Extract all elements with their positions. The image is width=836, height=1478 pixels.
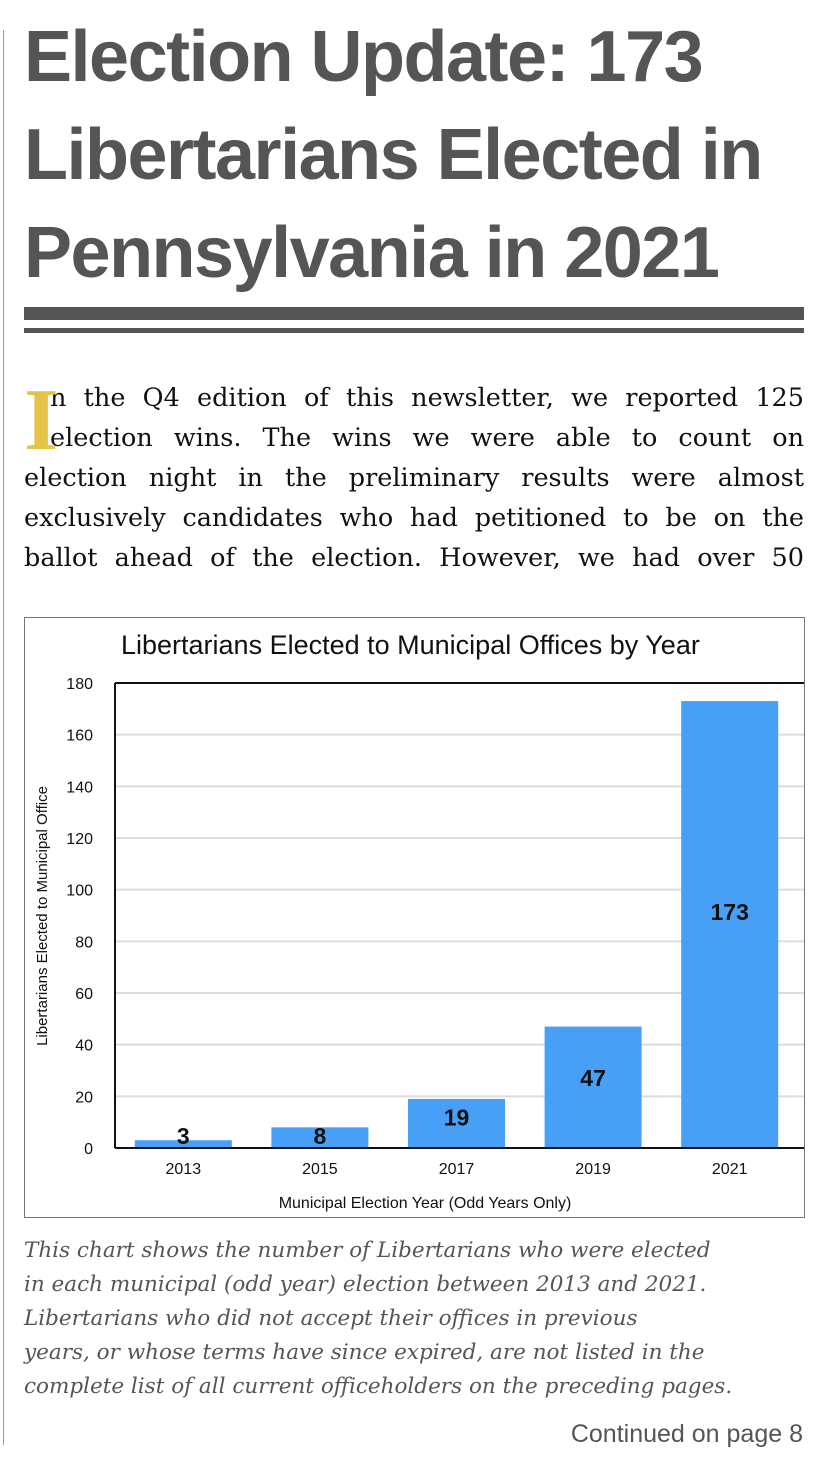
data-label: 19 <box>444 1104 470 1130</box>
caption-line: Libertarians who did not accept their of… <box>24 1306 638 1331</box>
x-tick-label: 2019 <box>575 1161 611 1178</box>
body-line: election wins. The wins we were able to … <box>50 423 804 453</box>
title-line: Pennsylvania in 2021 <box>24 213 720 293</box>
bar-chart: Libertarians Elected to Municipal Office… <box>24 617 806 1218</box>
data-label: 173 <box>711 899 749 925</box>
x-tick-label: 2017 <box>439 1161 475 1178</box>
x-axis-label: Municipal Election Year (Odd Years Only) <box>279 1195 572 1212</box>
caption-line: years, or whose terms have since expired… <box>24 1340 705 1365</box>
chart-title: Libertarians Elected to Municipal Office… <box>121 630 700 660</box>
title-divider-thin <box>24 328 804 333</box>
caption-line: This chart shows the number of Libertari… <box>24 1238 711 1263</box>
y-tick-label: 140 <box>66 779 93 796</box>
body-line: ballot ahead of the election. However, w… <box>24 543 804 573</box>
y-tick-label: 60 <box>75 986 93 1003</box>
y-tick-label: 20 <box>75 1089 93 1106</box>
y-tick-label: 100 <box>66 883 93 900</box>
caption-line: complete list of all current officeholde… <box>24 1374 733 1399</box>
caption-line: in each municipal (odd year) election be… <box>24 1272 707 1297</box>
title-divider-thick <box>24 307 804 320</box>
continued-link[interactable]: Continued on page 8 <box>570 1420 803 1448</box>
y-tick-label: 80 <box>75 934 93 951</box>
y-tick-label: 0 <box>84 1141 93 1158</box>
x-tick-label: 2021 <box>712 1161 748 1178</box>
bar-2013 <box>134 1140 232 1148</box>
body-line: n the Q4 edition of this newsletter, we … <box>50 383 804 413</box>
title-line: Libertarians Elected in <box>24 115 763 195</box>
bar-2021 <box>681 701 779 1148</box>
y-tick-label: 120 <box>66 831 93 848</box>
y-axis-label: Libertarians Elected to Municipal Office <box>34 786 51 1046</box>
page-margin-line <box>3 30 4 1445</box>
y-tick-label: 180 <box>66 676 93 693</box>
x-tick-label: 2015 <box>302 1161 338 1178</box>
chart-caption: This chart shows the number of Libertari… <box>24 1234 814 1404</box>
article-title: Election Update: 173 Libertarians Electe… <box>24 8 824 302</box>
bar-2019 <box>544 1026 642 1148</box>
data-label: 8 <box>314 1123 327 1149</box>
x-tick-label: 2013 <box>166 1161 202 1178</box>
y-tick-label: 160 <box>66 728 93 745</box>
body-line: exclusively candidates who had petitione… <box>24 503 804 533</box>
data-label: 47 <box>580 1065 606 1091</box>
body-line: election night in the preliminary result… <box>24 463 804 493</box>
drop-cap: I <box>24 372 59 469</box>
y-tick-label: 40 <box>75 1038 93 1055</box>
article-body: I n the Q4 edition of this newsletter, w… <box>24 372 804 578</box>
bar-2017 <box>408 1098 505 1148</box>
bar-2015 <box>271 1127 369 1148</box>
data-label: 3 <box>177 1123 190 1149</box>
title-line: Election Update: 173 <box>24 17 704 97</box>
